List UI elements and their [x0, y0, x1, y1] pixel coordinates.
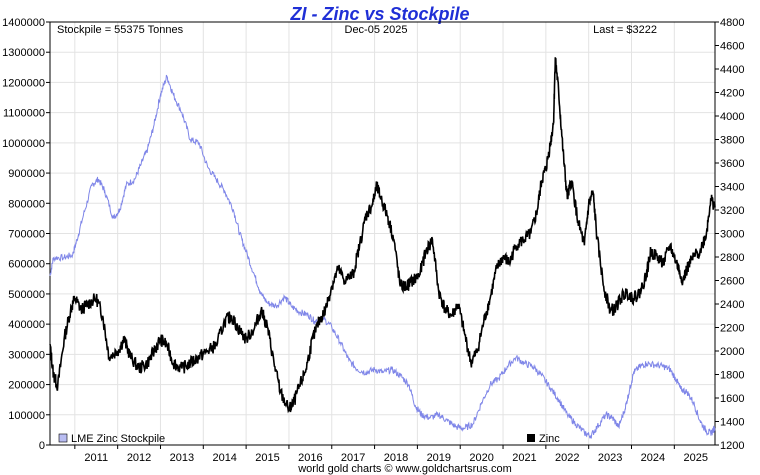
x-tick-label: 2019 [427, 452, 451, 464]
x-tick-label: 2014 [212, 452, 236, 464]
left-tick-label: 500000 [8, 289, 45, 301]
left-tick-label: 1100000 [3, 108, 45, 120]
credit-line: world gold charts © www.goldchartsrus.co… [297, 463, 512, 475]
left-tick-label: 1000000 [2, 138, 45, 150]
x-tick-label: 2013 [170, 452, 194, 464]
right-tick-label: 2400 [720, 299, 744, 311]
x-tick-label: 2017 [341, 452, 365, 464]
left-tick-label: 900000 [8, 168, 45, 180]
right-tick-label: 3000 [720, 229, 744, 241]
right-tick-label: 3800 [720, 135, 744, 147]
left-tick-label: 800000 [8, 198, 45, 210]
x-tick-label: 2024 [641, 452, 665, 464]
right-tick-label: 1600 [720, 393, 744, 405]
series-line-lme-zinc-stockpile [49, 74, 716, 439]
left-tick-label: 400000 [8, 319, 45, 331]
right-tick-label: 2800 [720, 252, 744, 264]
grid-lines [50, 21, 715, 446]
right-tick-label: 3200 [720, 205, 744, 217]
right-tick-label: 3400 [720, 182, 744, 194]
right-tick-label: 1400 [720, 417, 744, 429]
right-tick-label: 4200 [720, 88, 744, 100]
x-tick-label: 2012 [127, 452, 151, 464]
right-axis-ticks: 1200 1400 1600 1800 2000 2200 2400 2600 2800 3000… [715, 17, 744, 452]
x-tick-label: 2025 [683, 452, 707, 464]
legend-swatch-zinc [527, 434, 535, 442]
x-tick-label: 2021 [512, 452, 536, 464]
legend-label-zinc: Zinc [539, 433, 560, 445]
right-tick-label: 2200 [720, 323, 744, 335]
right-tick-label: 1200 [720, 440, 744, 452]
left-tick-label: 1300000 [2, 47, 45, 59]
legend-label-stockpile: LME Zinc Stockpile [71, 433, 165, 445]
right-tick-label: 4400 [720, 64, 744, 76]
left-tick-label: 300000 [8, 349, 45, 361]
x-tick-label: 2022 [555, 452, 579, 464]
x-tick-label: 2016 [298, 452, 322, 464]
left-axis-ticks: 0 100000 200000 300000 400000 500000 600000 700… [2, 17, 50, 452]
legend-swatch-stockpile [58, 433, 68, 443]
x-tick-label: 2015 [255, 452, 279, 464]
legend-zinc: Zinc [527, 433, 560, 445]
left-tick-label: 100000 [8, 410, 45, 422]
right-tick-label: 3600 [720, 158, 744, 170]
right-tick-label: 4000 [720, 111, 744, 123]
left-tick-label: 0 [39, 440, 45, 452]
right-tick-label: 4800 [720, 17, 744, 29]
right-tick-label: 2000 [720, 346, 744, 358]
x-tick-label: 2020 [469, 452, 493, 464]
right-tick-label: 2600 [720, 276, 744, 288]
series-line-zinc [49, 57, 716, 414]
legend-stockpile: LME Zinc Stockpile [58, 433, 165, 445]
chart-title: ZI - Zinc vs Stockpile [289, 4, 469, 24]
left-tick-label: 700000 [8, 229, 45, 241]
left-tick-label: 1400000 [2, 17, 45, 29]
x-axis-ticks: 2011 2012 2013 2014 2015 2016 2017 2018 2019 2020… [74, 445, 708, 464]
right-tick-label: 1800 [720, 370, 744, 382]
left-tick-label: 1200000 [2, 77, 45, 89]
right-tick-label: 4600 [720, 41, 744, 53]
last-price-readout: Last = $3222 [593, 24, 657, 36]
x-tick-label: 2011 [84, 452, 108, 464]
date-readout: Dec-05 2025 [345, 24, 408, 36]
x-tick-label: 2018 [384, 452, 408, 464]
left-tick-label: 600000 [8, 259, 45, 271]
x-tick-label: 2023 [598, 452, 622, 464]
left-tick-label: 200000 [8, 380, 45, 392]
stockpile-readout: Stockpile = 55375 Tonnes [57, 24, 184, 36]
